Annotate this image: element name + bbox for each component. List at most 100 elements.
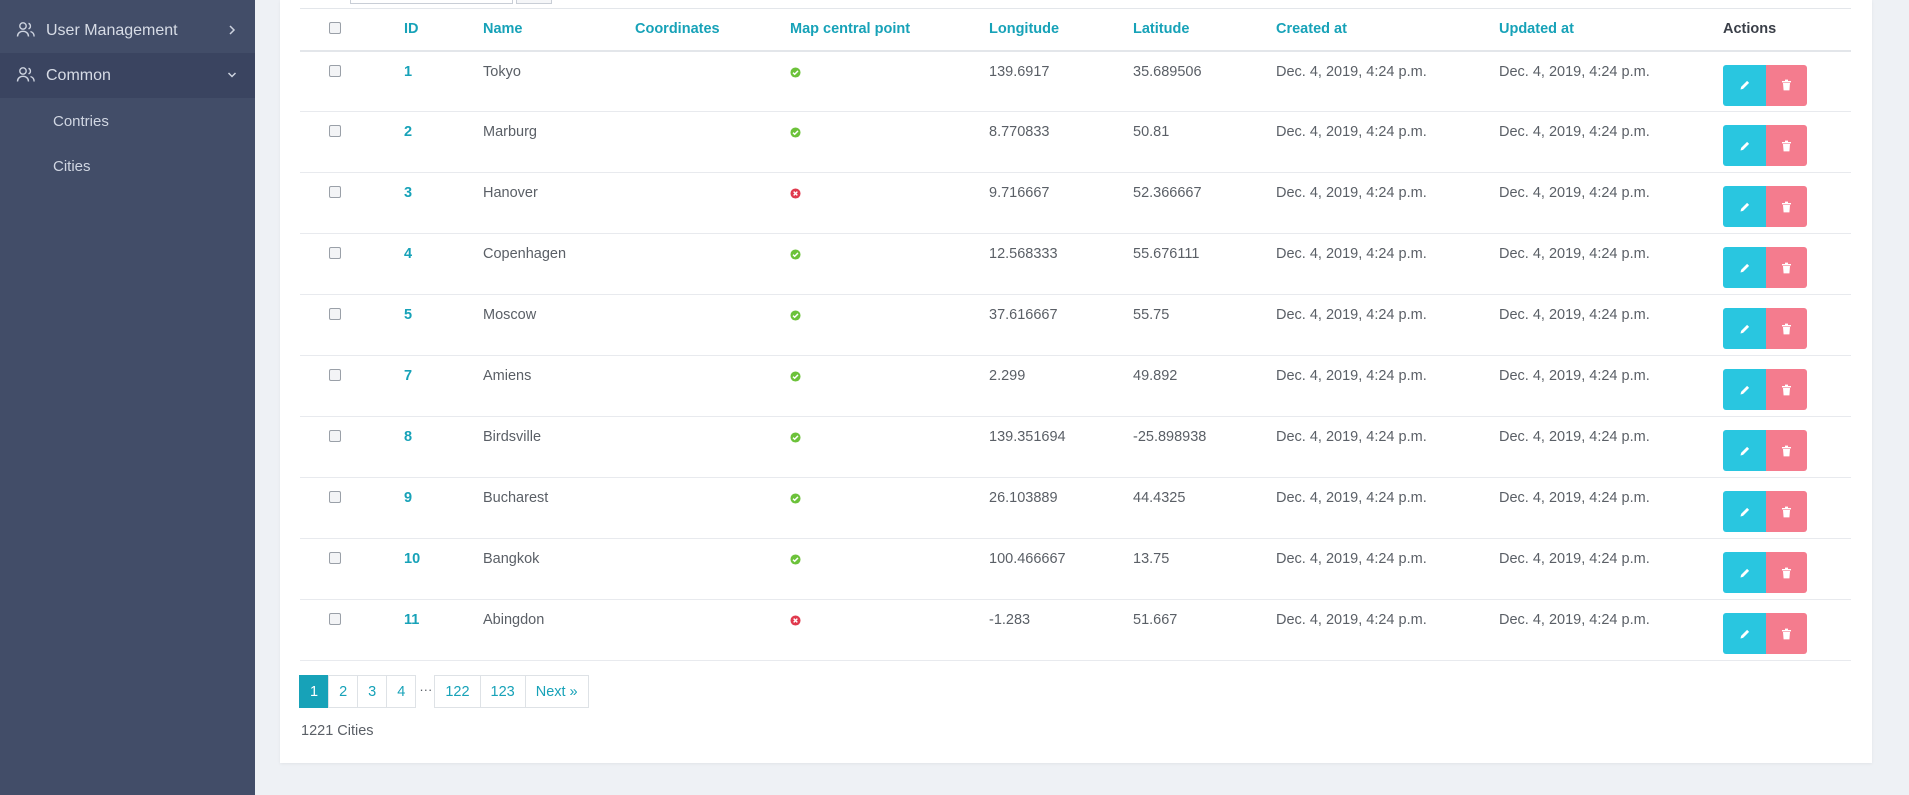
cell-id[interactable]: 9 (404, 490, 413, 506)
table-row[interactable]: 8 Birdsville 139.351694 -25.898938 Dec. 4, 2… (300, 417, 1851, 478)
table-row[interactable]: 2 Marburg 8.770833 50.81 Dec. 4, 2019, 4:24 … (300, 112, 1851, 173)
cell-map-central-point (790, 478, 989, 539)
edit-button[interactable] (1723, 247, 1766, 288)
row-checkbox[interactable] (329, 186, 341, 198)
row-checkbox[interactable] (329, 247, 341, 259)
page-link-4[interactable]: 4 (386, 675, 417, 708)
row-select-cell (300, 112, 404, 173)
select-all-checkbox[interactable] (329, 22, 341, 35)
delete-button[interactable] (1766, 369, 1807, 410)
cell-name: Marburg (483, 124, 537, 140)
search-button[interactable] (516, 0, 552, 4)
table-row[interactable]: 10 Bangkok 100.466667 13.75 Dec. 4, 2019, 4:… (300, 539, 1851, 600)
pencil-icon (1740, 568, 1749, 577)
page-link-123[interactable]: 123 (479, 675, 526, 708)
delete-button[interactable] (1766, 186, 1807, 227)
sidebar-subitem-countries[interactable]: Contries (0, 101, 255, 141)
cell-id[interactable]: 11 (404, 612, 420, 628)
cell-latitude: 51.667 (1133, 612, 1178, 628)
column-header-name[interactable]: Name (483, 21, 523, 38)
table-row[interactable]: 3 Hanover 9.716667 52.366667 Dec. 4, 2019, 4… (300, 173, 1851, 234)
edit-button[interactable] (1723, 369, 1766, 410)
cell-id[interactable]: 3 (404, 185, 413, 201)
page-link-2[interactable]: 2 (328, 675, 359, 708)
row-checkbox[interactable] (329, 308, 341, 320)
cell-created-at: Dec. 4, 2019, 4:24 p.m. (1276, 612, 1427, 628)
cell-updated-at: Dec. 4, 2019, 4:24 p.m. (1499, 63, 1650, 80)
cell-actions (1723, 112, 1851, 173)
search-input[interactable] (350, 0, 513, 4)
row-checkbox[interactable] (329, 491, 341, 503)
cell-created-at: Dec. 4, 2019, 4:24 p.m. (1276, 490, 1427, 506)
users-icon (16, 67, 35, 82)
cell-id[interactable]: 2 (404, 124, 413, 140)
delete-button[interactable] (1766, 125, 1807, 166)
pagination: 1 2 3 4 ··· 122 123 Next » (299, 675, 589, 708)
pencil-icon (1740, 324, 1749, 333)
delete-button[interactable] (1766, 308, 1807, 349)
row-checkbox[interactable] (329, 430, 341, 442)
table-row[interactable]: 9 Bucharest 26.103889 44.4325 Dec. 4, 2019, … (300, 478, 1851, 539)
table-row[interactable]: 7 Amiens 2.299 49.892 Dec. 4, 2019, 4:24 p.m… (300, 356, 1851, 417)
edit-button[interactable] (1723, 430, 1766, 471)
check-circle-icon (790, 554, 801, 565)
column-header-id[interactable]: ID (404, 21, 419, 38)
cell-coordinates (635, 539, 790, 600)
cell-latitude: 13.75 (1133, 551, 1170, 567)
edit-button[interactable] (1723, 64, 1766, 106)
cell-actions (1723, 600, 1851, 661)
table-row[interactable]: 1 Tokyo 139.6917 35.689506 Dec. 4, 2019, 4:2… (300, 51, 1851, 112)
page-link-1[interactable]: 1 (299, 675, 330, 708)
sidebar-item-common[interactable]: Common (0, 53, 255, 98)
edit-button[interactable] (1723, 552, 1766, 593)
edit-button[interactable] (1723, 491, 1766, 532)
edit-button[interactable] (1723, 308, 1766, 349)
trash-icon (1782, 323, 1791, 334)
edit-button[interactable] (1723, 613, 1766, 654)
row-checkbox[interactable] (329, 64, 341, 77)
cell-actions (1723, 478, 1851, 539)
page-link-122[interactable]: 122 (434, 675, 481, 708)
cell-id[interactable]: 5 (404, 307, 413, 323)
row-checkbox[interactable] (329, 369, 341, 381)
cell-id[interactable]: 10 (404, 551, 421, 567)
table-row[interactable]: 5 Moscow 37.616667 55.75 Dec. 4, 2019, 4:24 … (300, 295, 1851, 356)
row-checkbox[interactable] (329, 125, 341, 137)
column-header-coordinates[interactable]: Coordinates (635, 21, 720, 38)
trash-icon (1782, 140, 1791, 151)
select-all-header (300, 9, 404, 51)
delete-button[interactable] (1766, 491, 1807, 532)
sidebar-subitem-cities[interactable]: Cities (0, 146, 255, 186)
column-header-updated-at[interactable]: Updated at (1499, 21, 1574, 38)
row-checkbox[interactable] (329, 613, 341, 625)
next-page-link[interactable]: Next » (524, 675, 589, 708)
cell-map-central-point (790, 356, 989, 417)
delete-button[interactable] (1766, 430, 1807, 471)
table-row[interactable]: 4 Copenhagen 12.568333 55.676111 Dec. 4, 201… (300, 234, 1851, 295)
column-header-created-at[interactable]: Created at (1276, 21, 1347, 38)
cell-longitude: 12.568333 (989, 246, 1058, 262)
cell-longitude: 139.6917 (989, 63, 1050, 80)
row-checkbox[interactable] (329, 552, 341, 564)
cell-id[interactable]: 1 (404, 63, 413, 80)
delete-button[interactable] (1766, 613, 1807, 654)
column-header-map-central-point[interactable]: Map central point (790, 21, 911, 38)
edit-button[interactable] (1723, 186, 1766, 227)
delete-button[interactable] (1766, 64, 1807, 106)
chevron-right-icon (229, 25, 236, 35)
cell-name: Bucharest (483, 490, 549, 506)
table-row[interactable]: 11 Abingdon -1.283 51.667 Dec. 4, 2019, 4:24… (300, 600, 1851, 661)
cell-id[interactable]: 8 (404, 429, 413, 445)
column-header-longitude[interactable]: Longitude (989, 21, 1060, 38)
cell-id[interactable]: 4 (404, 246, 413, 262)
delete-button[interactable] (1766, 552, 1807, 593)
cell-id[interactable]: 7 (404, 368, 413, 384)
cell-latitude: -25.898938 (1133, 429, 1207, 445)
column-header-latitude[interactable]: Latitude (1133, 21, 1190, 38)
sidebar-item-user-management[interactable]: User Management (0, 8, 255, 53)
cell-map-central-point (790, 51, 989, 112)
sidebar-item-label: Common (46, 66, 111, 84)
edit-button[interactable] (1723, 125, 1766, 166)
delete-button[interactable] (1766, 247, 1807, 288)
page-link-3[interactable]: 3 (357, 675, 388, 708)
